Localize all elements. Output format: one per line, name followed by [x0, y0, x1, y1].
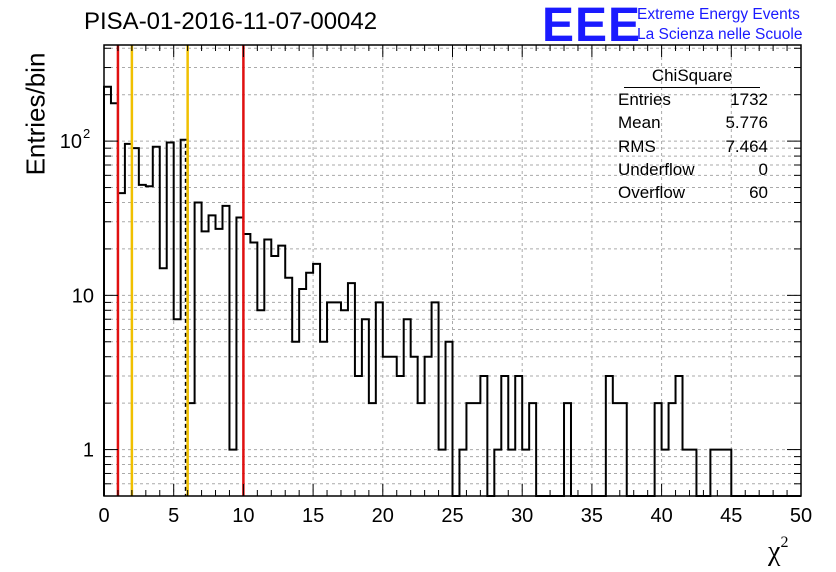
eee-logo: EEE: [542, 0, 642, 52]
x-tick-label: 35: [581, 505, 603, 527]
stat-row-entries: Entries 1732: [612, 88, 772, 111]
stat-row-rms: RMS 7.464: [612, 135, 772, 158]
x-axis-label: χ2: [768, 534, 789, 568]
x-tick-label: 45: [720, 505, 742, 527]
x-tick-label: 25: [441, 505, 463, 527]
x-axis-label-base: χ: [768, 536, 781, 567]
y-tick-label-sup: 2: [83, 126, 90, 141]
stat-value: 1732: [730, 90, 768, 109]
x-tick-label: 5: [168, 505, 179, 527]
org-name-line2: La Scienza nelle Scuole: [637, 26, 803, 43]
y-tick-label: 1: [83, 440, 94, 462]
stat-label: Entries: [618, 90, 671, 109]
x-tick-label: 0: [98, 505, 109, 527]
stat-label: Overflow: [618, 183, 686, 203]
x-axis-label-sup: 2: [780, 534, 789, 551]
stat-label: RMS: [618, 136, 656, 156]
stat-value: 60: [749, 183, 768, 203]
x-tick-label: 40: [650, 505, 672, 527]
stat-value: 0: [758, 159, 768, 179]
y-tick-label: 10: [72, 285, 94, 307]
stat-label: Underflow: [618, 159, 695, 179]
org-name-line1: Extreme Energy Events: [637, 6, 800, 23]
stat-label: Mean: [618, 113, 661, 133]
stats-title: ChiSquare: [624, 66, 760, 88]
histogram-series: [103, 85, 801, 497]
y-tick-label: 10: [60, 131, 82, 153]
y-axis-label: Entries/bin: [20, 52, 51, 176]
stats-box: ChiSquare Entries 1732 Mean 5.776 RMS 7.…: [612, 66, 772, 204]
stat-row-underflow: Underflow 0: [612, 158, 772, 181]
x-tick-label: 20: [372, 505, 394, 527]
stat-row-overflow: Overflow 60: [612, 181, 772, 204]
stat-value: 5.776: [725, 113, 768, 133]
stat-row-mean: Mean 5.776: [612, 111, 772, 134]
x-tick-label: 50: [790, 505, 812, 527]
chart-title: PISA-01-2016-11-07-00042: [84, 8, 378, 35]
x-tick-label: 30: [511, 505, 533, 527]
stat-value: 7.464: [725, 136, 768, 156]
x-tick-label: 15: [302, 505, 324, 527]
x-tick-label: 10: [232, 505, 254, 527]
